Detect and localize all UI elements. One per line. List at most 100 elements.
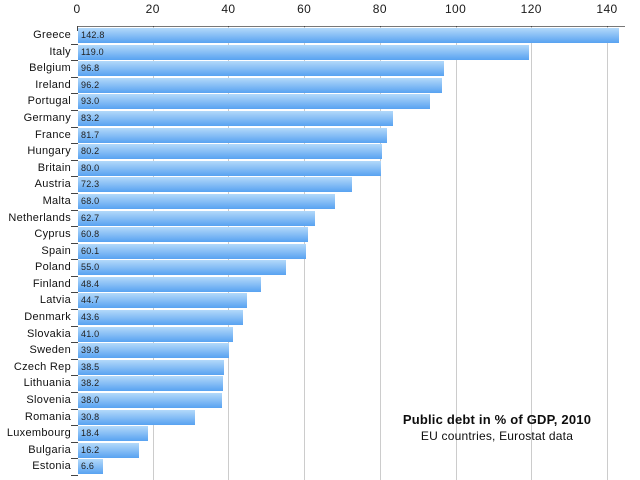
value-label: 81.7	[81, 129, 100, 140]
category-label: Spain	[41, 244, 71, 257]
category-label: Bulgaria	[28, 443, 71, 456]
x-axis-line	[77, 26, 625, 27]
y-axis-row-tick	[71, 192, 78, 194]
bar: 44.7	[78, 293, 248, 309]
category-label: Denmark	[24, 311, 71, 324]
category-label: Malta	[42, 194, 71, 207]
gridline	[607, 27, 608, 480]
category-label: Germany	[23, 111, 71, 124]
x-tick-label: 140	[596, 2, 618, 16]
y-axis-row-tick	[71, 242, 78, 244]
bar: 30.8	[78, 409, 195, 425]
value-label: 72.3	[81, 179, 100, 190]
bar: 96.8	[78, 61, 445, 77]
x-tick-mark	[77, 26, 78, 31]
y-axis-row-tick	[71, 176, 78, 178]
value-label: 30.8	[81, 411, 100, 422]
y-axis-row-tick	[71, 325, 78, 327]
bar: 60.8	[78, 227, 309, 243]
y-axis-row-tick	[71, 209, 78, 211]
value-label: 48.4	[81, 278, 100, 289]
y-axis-row-tick	[71, 358, 78, 360]
y-axis-row-tick	[71, 458, 78, 460]
value-label: 41.0	[81, 328, 100, 339]
value-label: 16.2	[81, 444, 100, 455]
bar: 80.0	[78, 160, 381, 176]
gridline	[379, 27, 381, 480]
category-label: Poland	[34, 261, 71, 274]
chart-title-block: Public debt in % of GDP, 2010 EU countri…	[379, 411, 615, 444]
value-label: 62.7	[81, 212, 100, 223]
y-axis-row-tick	[71, 43, 78, 45]
value-label: 38.0	[81, 395, 100, 406]
y-axis-row-tick	[71, 93, 78, 95]
value-label: 38.2	[81, 378, 100, 389]
value-label: 93.0	[81, 96, 100, 107]
bar: 38.0	[78, 393, 222, 409]
bar: 119.0	[78, 44, 529, 60]
category-label: Latvia	[39, 294, 71, 307]
category-label: France	[34, 128, 71, 141]
value-label: 6.6	[81, 461, 95, 472]
category-label: Italy	[49, 45, 71, 58]
y-axis-row-tick	[71, 425, 78, 427]
category-label: Finland	[32, 277, 71, 290]
value-label: 60.1	[81, 245, 100, 256]
y-axis-row-tick	[71, 342, 78, 344]
value-label: 142.8	[81, 30, 105, 40]
x-tick-label: 120	[520, 2, 542, 16]
x-tick-label: 100	[444, 2, 467, 16]
bar: 60.1	[78, 243, 306, 259]
y-axis-row-tick	[71, 60, 78, 62]
value-label: 43.6	[81, 312, 100, 323]
y-axis-row-tick	[71, 226, 78, 228]
y-axis-row-tick	[71, 126, 78, 128]
value-label: 83.2	[81, 112, 100, 123]
y-axis-row-tick	[71, 109, 78, 111]
category-label: Cyprus	[34, 228, 71, 241]
bar: 38.2	[78, 376, 223, 392]
value-label: 80.2	[81, 146, 100, 157]
bar: 96.2	[78, 77, 443, 93]
value-label: 55.0	[81, 262, 100, 273]
bar: 18.4	[78, 426, 148, 442]
y-axis-row-tick	[71, 408, 78, 410]
category-label: Sweden	[29, 344, 71, 357]
bar: 62.7	[78, 210, 316, 226]
category-label: Luxembourg	[6, 427, 71, 440]
y-axis-row-tick	[71, 259, 78, 261]
y-axis-row-tick	[71, 441, 78, 443]
bar: 81.7	[78, 127, 388, 143]
bar: 93.0	[78, 94, 431, 110]
category-label: Romania	[24, 410, 71, 423]
y-axis-row-tick	[71, 309, 78, 311]
category-label: Portugal	[27, 95, 71, 108]
category-label: Hungary	[27, 145, 71, 158]
value-label: 96.2	[81, 79, 100, 90]
category-label: Estonia	[32, 460, 71, 473]
bar: 83.2	[78, 110, 393, 126]
bar: 6.6	[78, 459, 103, 475]
category-label: Austria	[34, 178, 71, 191]
value-label: 80.0	[81, 162, 100, 173]
gridline	[455, 27, 457, 480]
category-label: Slovakia	[27, 327, 71, 340]
x-tick-label: 80	[372, 2, 387, 16]
bar: 68.0	[78, 193, 336, 209]
category-label: Belgium	[29, 62, 71, 75]
value-label: 60.8	[81, 229, 100, 240]
y-axis-row-tick	[71, 159, 78, 161]
y-axis-row-tick	[71, 275, 78, 277]
category-label: Lithuania	[23, 377, 71, 390]
value-label: 44.7	[81, 295, 100, 306]
bar: 38.5	[78, 359, 224, 375]
x-tick-label: 40	[221, 2, 236, 16]
y-axis-row-tick	[71, 475, 78, 476]
x-tick-label: 0	[73, 2, 81, 16]
category-label: Greece	[33, 29, 71, 41]
x-tick-label: 60	[297, 2, 312, 16]
value-label: 18.4	[81, 428, 100, 439]
category-label: Britain	[37, 161, 71, 174]
chart-title: Public debt in % of GDP, 2010	[402, 412, 592, 427]
category-label: Slovenia	[26, 394, 71, 407]
